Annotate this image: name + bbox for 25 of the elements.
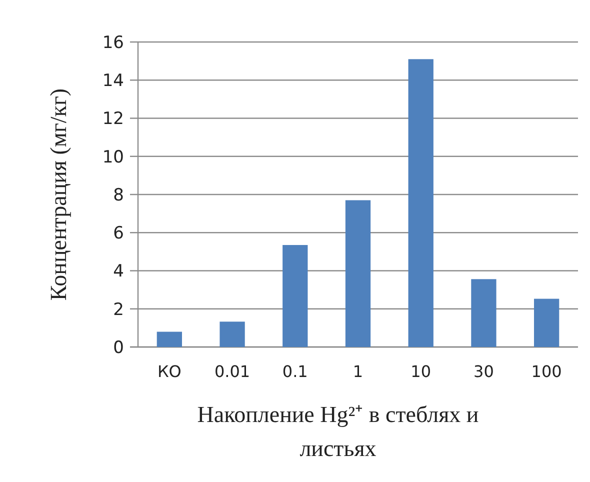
x-tick-label: 30 xyxy=(474,362,494,381)
bar xyxy=(408,59,434,347)
y-tick-label: 10 xyxy=(102,147,124,168)
x-tick-label: КО xyxy=(157,362,182,381)
bar xyxy=(534,298,560,347)
y-tick-label: 4 xyxy=(113,262,124,282)
bar xyxy=(156,332,182,347)
x-tick-label: 10 xyxy=(410,362,432,381)
y-tick-label: 6 xyxy=(113,224,124,244)
y-tick-label: 2 xyxy=(113,300,124,320)
y-tick-label: 14 xyxy=(102,71,124,92)
bar xyxy=(345,200,371,347)
x-tick-label: 100 xyxy=(531,362,562,381)
x-tick-label: 0.1 xyxy=(282,362,308,381)
y-tick-label: 0 xyxy=(113,338,124,358)
bar xyxy=(282,245,308,347)
bar xyxy=(220,322,245,347)
y-tick-label: 8 xyxy=(113,185,124,206)
bar xyxy=(471,279,496,347)
y-tick-label: 12 xyxy=(102,109,124,130)
x-tick-label: 0.01 xyxy=(214,362,250,381)
x-tick-label: 1 xyxy=(352,362,364,381)
y-axis-title: Концентрация (мг/кг) xyxy=(46,88,71,301)
y-tick-label: 16 xyxy=(102,32,124,53)
x-axis-title: Накопление Hg²⁺ в стеблях и листьях xyxy=(197,402,479,461)
